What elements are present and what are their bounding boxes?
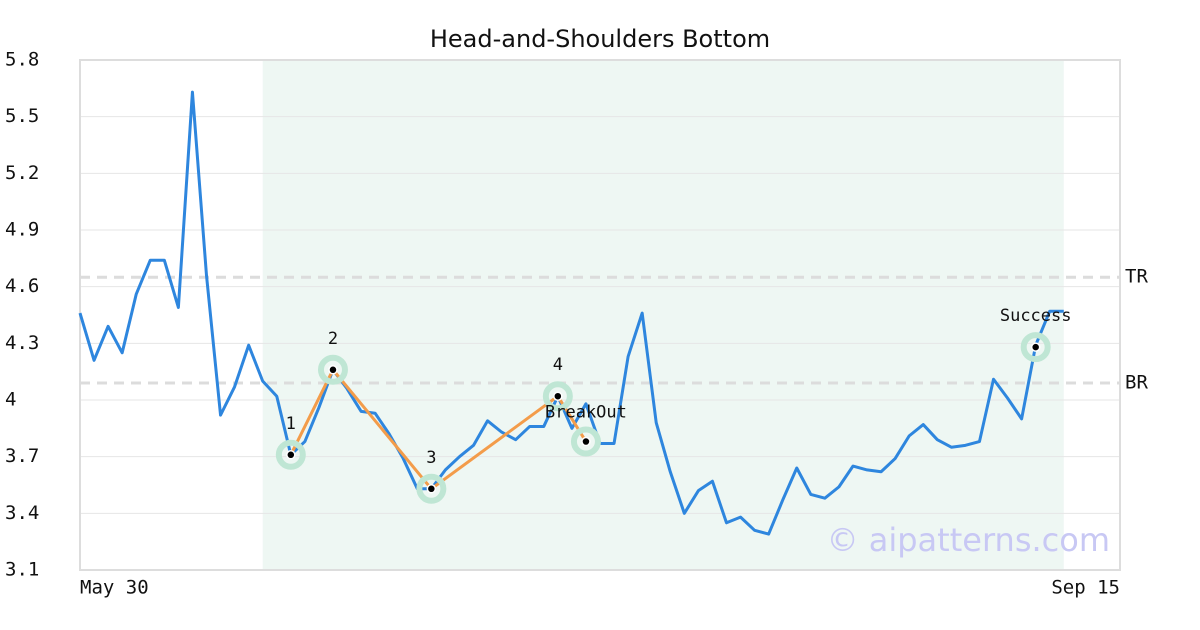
level-label: BR <box>1125 372 1148 394</box>
point-halo <box>1020 332 1051 363</box>
y-tick-label: 4.9 <box>5 219 39 241</box>
point-halo <box>542 381 573 412</box>
point-marker <box>426 484 437 494</box>
y-tick-label: 5.5 <box>5 105 39 127</box>
y-tick-label: 5.2 <box>5 162 39 184</box>
point-label: BreakOut <box>545 403 627 423</box>
point-halo <box>416 473 447 504</box>
highlight-region <box>262 60 1064 570</box>
point-halo <box>317 354 348 385</box>
point-marker <box>1030 342 1041 352</box>
point-marker <box>286 450 296 460</box>
point-label: Success <box>1000 306 1072 326</box>
y-tick-label: 4.3 <box>5 332 39 354</box>
point-marker <box>328 365 338 375</box>
level-label: TR <box>1125 266 1148 288</box>
point-label: 2 <box>328 329 338 349</box>
point-label: 1 <box>286 414 296 434</box>
x-tick-label: Sep 15 <box>1051 577 1120 599</box>
chart-title: Head-and-Shoulders Bottom <box>430 25 770 53</box>
y-tick-label: 3.1 <box>5 559 39 581</box>
y-tick-label: 4.6 <box>5 275 39 297</box>
point-label: 4 <box>553 355 563 375</box>
y-tick-label: 3.4 <box>5 502 39 524</box>
y-tick-label: 3.7 <box>5 445 39 467</box>
x-tick-label: May 30 <box>80 577 149 599</box>
point-halo <box>275 439 306 470</box>
point-halo <box>570 426 601 457</box>
point-marker <box>581 436 591 447</box>
y-tick-label: 4 <box>5 389 16 411</box>
price-line <box>78 90 1064 536</box>
y-tick-label: 5.8 <box>5 49 39 71</box>
point-marker <box>553 391 563 401</box>
watermark: © aipatterns.com <box>827 521 1110 559</box>
point-label: 3 <box>426 448 436 468</box>
